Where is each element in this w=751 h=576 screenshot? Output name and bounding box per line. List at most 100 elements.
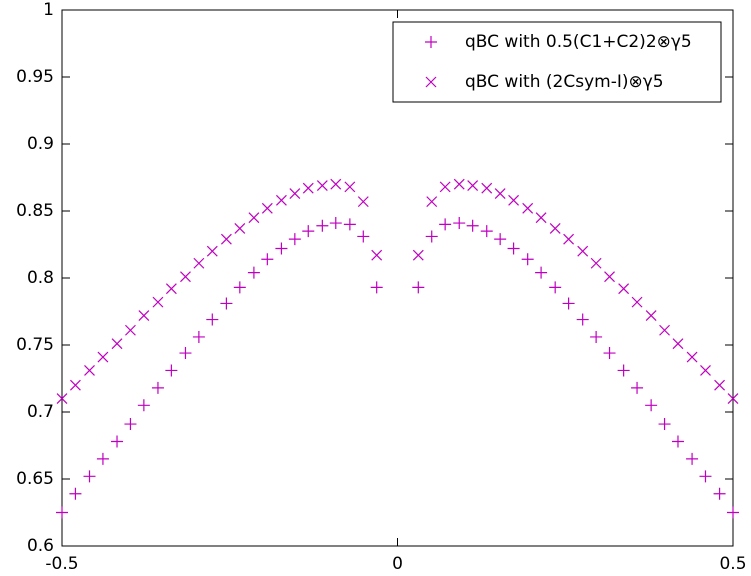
point: [577, 245, 589, 257]
x-tick-label: 0.5: [719, 554, 746, 574]
point: [275, 242, 288, 255]
point: [152, 296, 164, 308]
point: [302, 182, 314, 194]
point: [56, 393, 68, 405]
x-tick-label: -0.5: [45, 554, 78, 574]
point: [658, 418, 671, 431]
point: [727, 393, 739, 405]
point: [549, 281, 562, 294]
y-tick-label: 0.65: [16, 469, 54, 489]
point: [659, 324, 670, 336]
point: [357, 230, 370, 243]
point: [481, 182, 493, 194]
point: [180, 271, 191, 283]
legend-label: qBC with 0.5(C1+C2)2⊗γ5: [465, 32, 692, 52]
point: [672, 338, 684, 350]
point: [700, 365, 711, 376]
point: [590, 257, 602, 269]
legend-marker: [425, 76, 437, 88]
point: [206, 245, 218, 257]
point: [727, 506, 739, 519]
point: [330, 178, 342, 190]
point: [631, 381, 644, 394]
point: [686, 351, 698, 363]
point: [439, 181, 451, 193]
point: [138, 310, 150, 321]
point: [84, 365, 95, 376]
point: [603, 347, 616, 360]
point: [151, 381, 164, 394]
point: [357, 196, 369, 208]
y-tick-label: 0.95: [16, 67, 54, 87]
point: [549, 222, 561, 234]
y-tick-label: 0.85: [16, 201, 54, 221]
point: [247, 266, 260, 279]
point: [686, 452, 699, 465]
point: [56, 506, 68, 519]
point: [412, 281, 425, 294]
point: [522, 202, 534, 214]
point: [302, 225, 315, 238]
point: [261, 202, 273, 214]
point: [96, 452, 109, 465]
point: [288, 233, 301, 246]
point: [165, 283, 177, 295]
point: [467, 180, 479, 191]
point: [521, 253, 534, 266]
point: [261, 253, 274, 266]
y-tick-label: 0.8: [27, 268, 54, 288]
point: [69, 379, 81, 391]
point: [671, 435, 684, 448]
point: [576, 313, 589, 326]
point: [562, 297, 575, 310]
point: [192, 330, 205, 343]
point: [604, 271, 615, 283]
point: [179, 347, 192, 360]
point: [699, 470, 712, 483]
point: [233, 281, 246, 294]
point: [535, 266, 548, 279]
point: [344, 181, 356, 193]
point: [618, 283, 630, 295]
x-tick-label: 0: [392, 554, 403, 574]
point: [494, 188, 506, 200]
point: [220, 297, 233, 310]
point: [193, 257, 205, 269]
y-tick-label: 0.9: [27, 134, 54, 154]
point: [494, 233, 507, 246]
point: [165, 364, 178, 377]
point: [289, 188, 301, 200]
y-tick-label: 0.7: [27, 402, 54, 422]
point: [645, 310, 657, 321]
y-tick-label: 0.6: [27, 536, 54, 556]
point: [248, 212, 260, 224]
point: [206, 313, 219, 326]
point: [316, 219, 329, 232]
point: [508, 194, 520, 206]
point: [125, 324, 136, 336]
point: [370, 281, 383, 294]
point: [69, 487, 82, 500]
point: [453, 217, 466, 230]
point: [535, 212, 547, 224]
point: [466, 219, 479, 232]
y-tick-label: 0.75: [16, 335, 54, 355]
point: [714, 379, 726, 391]
legend-label: qBC with (2Csym-I)⊗γ5: [465, 72, 664, 92]
point: [631, 296, 643, 308]
point: [412, 249, 424, 261]
point: [343, 218, 356, 231]
point: [426, 196, 438, 208]
point: [220, 233, 232, 245]
point: [617, 364, 630, 377]
point: [713, 487, 726, 500]
y-tick-label: 1: [43, 0, 54, 20]
legend-box: [392, 21, 722, 103]
point: [137, 399, 150, 412]
point: [480, 225, 493, 238]
point: [425, 230, 438, 243]
point: [83, 470, 96, 483]
point: [453, 178, 465, 190]
point: [111, 338, 123, 350]
